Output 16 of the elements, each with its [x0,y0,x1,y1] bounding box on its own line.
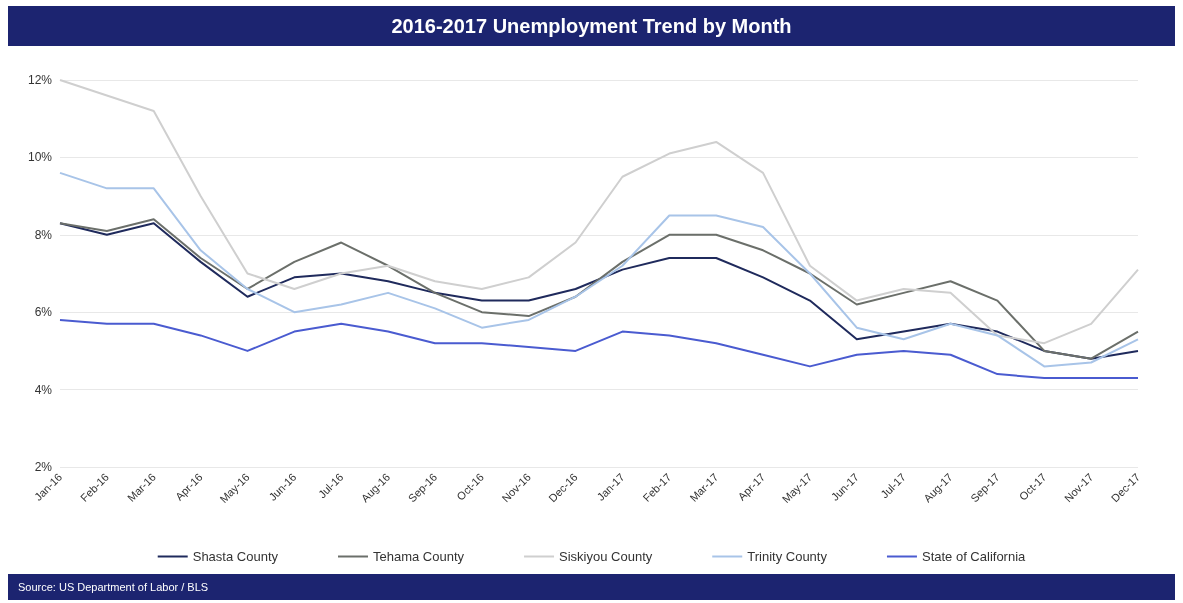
legend-label: State of California [921,549,1027,564]
y-tick-label: 4% [34,382,53,397]
line-series [59,79,1139,345]
y-tick-label: 2% [34,460,53,474]
line-series [59,318,1139,379]
chart-title: 2016-2017 Unemployment Trend by Month [8,6,1175,46]
y-tick-label: 12% [27,73,53,87]
y-tick-label: 10% [27,150,53,165]
legend-label: Trinity County [747,549,828,564]
y-tick-label: 6% [34,305,53,320]
y-tick-label: 8% [34,227,53,242]
legend-label: Shasta County [192,549,279,564]
line-series [59,171,1139,368]
legend-label: Siskiyou County [559,549,653,564]
legend-label: Tehama County [372,549,465,564]
source-note: Source: US Department of Labor / BLS [8,574,1175,600]
